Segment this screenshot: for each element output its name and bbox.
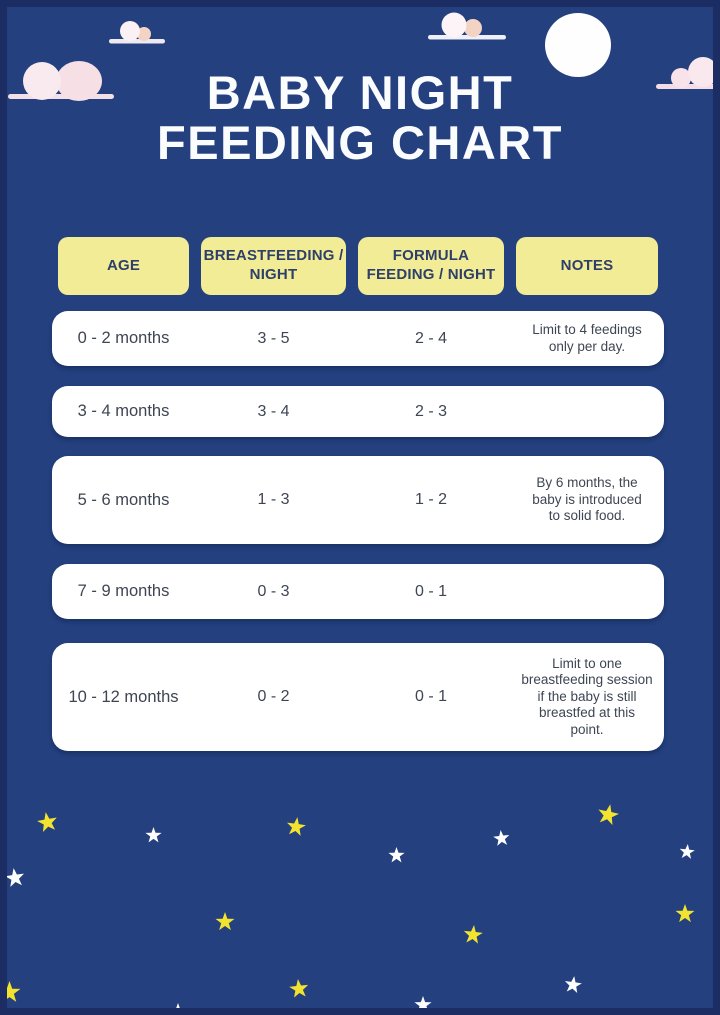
star-icon [598,804,619,826]
breastfeeding-cell: 3 - 4 [257,402,290,420]
formula-cell: 2 - 4 [414,329,447,347]
table-row: 0 - 2 months 3 - 5 2 - 4 Limit to 4 feed… [52,311,664,366]
age-cell: 0 - 2 months [77,329,170,347]
formula-cell: 0 - 1 [414,582,447,600]
breastfeeding-cell: 0 - 2 [257,688,290,705]
notes-cell [510,588,664,596]
star-icon [387,846,405,862]
star-icon [679,844,695,859]
cloud-icon [656,57,720,89]
age-cell: 5 - 6 months [77,490,170,509]
breastfeeding-cell: 0 - 3 [257,582,290,600]
star-icon [463,925,483,944]
age-cell: 10 - 12 months [68,687,179,706]
notes-cell: Limit to 4 feedings only per day. [532,322,642,354]
formula-cell: 1 - 2 [414,491,447,508]
notes-cell [510,408,664,416]
table-row: 7 - 9 months 0 - 3 0 - 1 [52,564,664,619]
cloud-icon [109,21,165,44]
page-title: BABY NIGHT FEEDING CHART [0,68,720,168]
column-header-breastfeeding: BREASTFEEDING / NIGHT [201,237,346,295]
table-row: 5 - 6 months 1 - 3 1 - 2 By 6 months, th… [52,456,664,544]
title-line-2: FEEDING CHART [157,116,563,169]
title-line-1: BABY NIGHT [206,66,514,119]
formula-cell: 2 - 3 [414,402,447,420]
age-cell: 3 - 4 months [77,402,170,420]
star-icon [287,817,306,836]
cloud-icon [8,61,114,101]
cloud-icon [428,12,506,40]
age-cell: 7 - 9 months [77,582,170,600]
table-header-row: AGE BREASTFEEDING / NIGHT FORMULA FEEDIN… [52,237,664,295]
notes-cell: Limit to one breastfeeding session if th… [521,655,653,737]
star-icon [492,829,509,846]
star-icon [414,996,432,1013]
formula-cell: 0 - 1 [414,688,447,705]
breastfeeding-cell: 1 - 3 [257,491,290,508]
moon-icon [545,13,611,77]
star-icon [0,980,20,1002]
star-icon [215,912,235,931]
column-header-notes: NOTES [516,237,658,295]
star-icon [170,1003,186,1015]
star-icon [675,904,695,923]
breastfeeding-cell: 3 - 5 [257,329,290,347]
star-icon [289,979,309,998]
star-icon [144,826,162,842]
column-header-age: AGE [58,237,189,295]
table-row: 10 - 12 months 0 - 2 0 - 1 Limit to one … [52,643,664,751]
table-row: 3 - 4 months 3 - 4 2 - 3 [52,386,664,437]
notes-cell: By 6 months, the baby is introduced to s… [532,475,642,524]
star-icon [36,811,57,832]
column-header-formula: FORMULA FEEDING / NIGHT [358,237,504,295]
star-icon [564,976,582,993]
star-icon [5,868,24,887]
